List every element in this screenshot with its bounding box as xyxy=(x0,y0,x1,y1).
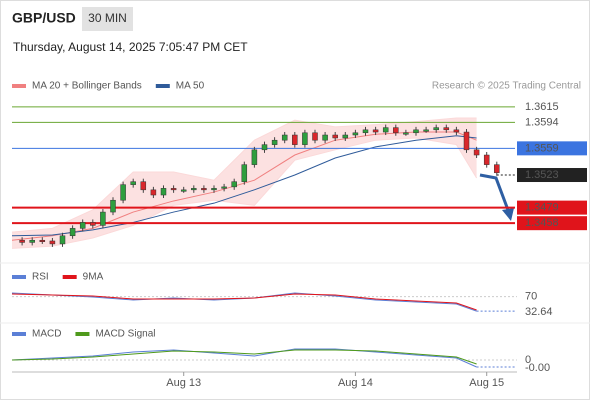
candle xyxy=(100,211,106,226)
forecast-arrowhead xyxy=(502,208,514,221)
legend-label: MA 50 xyxy=(176,81,205,92)
level-box xyxy=(517,141,587,156)
legend-label: 9MA xyxy=(83,272,104,283)
level-label: 1.3594 xyxy=(525,116,559,128)
interval-box xyxy=(82,7,133,31)
candle xyxy=(160,188,167,196)
credit: Research © 2025 Trading Central xyxy=(432,81,581,92)
bollinger-upper xyxy=(11,117,477,233)
indicator-line xyxy=(11,348,477,368)
candle xyxy=(69,228,76,237)
legend-swatch xyxy=(75,332,90,336)
candle xyxy=(292,134,298,145)
level-label: 1.3479 xyxy=(525,202,559,214)
level-box xyxy=(517,200,587,215)
candle xyxy=(19,239,25,243)
candle xyxy=(393,127,399,134)
candle xyxy=(403,132,409,135)
candle xyxy=(413,129,419,134)
legend-label: RSI xyxy=(32,272,49,283)
x-tick-label: Aug 15 xyxy=(469,377,504,389)
candle xyxy=(180,189,187,192)
legend-swatch xyxy=(12,275,26,279)
candle xyxy=(201,188,207,191)
candle xyxy=(362,129,369,134)
level-box xyxy=(517,168,587,183)
legend-swatch xyxy=(155,84,170,88)
level-box xyxy=(517,216,587,231)
indicator-line xyxy=(11,293,477,311)
bollinger-lower xyxy=(11,137,478,249)
candle xyxy=(231,181,237,188)
candle xyxy=(140,181,147,191)
candle xyxy=(453,129,460,133)
legend-swatch xyxy=(12,332,26,336)
candle xyxy=(342,134,349,139)
candle xyxy=(251,149,258,165)
candle xyxy=(423,129,429,132)
legend-swatch xyxy=(12,84,26,88)
candle xyxy=(473,149,480,156)
timestamp: Thursday, August 14, 2025 7:05:47 PM CET xyxy=(13,40,248,54)
candle xyxy=(433,127,439,131)
level-label: 1.3458 xyxy=(525,217,559,229)
candle xyxy=(483,154,490,165)
candle xyxy=(59,235,66,245)
symbol: GBP/USD xyxy=(12,10,76,26)
legend-label: MACD xyxy=(32,329,61,340)
candle xyxy=(352,132,359,136)
candle xyxy=(332,134,338,139)
legend-label: MA 20 + Bollinger Bands xyxy=(32,81,142,92)
x-tick-label: Aug 13 xyxy=(166,377,201,389)
candle xyxy=(322,134,328,141)
candle xyxy=(382,127,389,133)
last-value-label: -0.00 xyxy=(525,362,550,374)
ma-line xyxy=(11,135,477,237)
candle xyxy=(170,188,177,191)
y-tick-label: 0 xyxy=(525,354,531,366)
indicator-line xyxy=(11,349,477,365)
candle xyxy=(79,222,86,229)
candle xyxy=(150,189,157,196)
candle xyxy=(211,188,217,191)
candle xyxy=(372,129,379,133)
candle xyxy=(312,132,318,141)
candle xyxy=(302,132,308,145)
candle xyxy=(90,222,96,226)
y-tick-label: 70 xyxy=(525,291,537,303)
candle xyxy=(443,127,450,131)
level-label: 1.3559 xyxy=(525,142,559,154)
candle xyxy=(191,188,197,191)
last-value-label: 32.64 xyxy=(525,306,553,318)
interval: 30 MIN xyxy=(88,11,127,25)
legend-swatch xyxy=(62,275,77,279)
forecast-arrow xyxy=(479,173,510,211)
candle xyxy=(120,184,126,201)
x-tick-label: Aug 14 xyxy=(338,377,373,389)
candle xyxy=(221,186,227,189)
level-label: 1.3615 xyxy=(525,101,559,113)
candle xyxy=(49,240,56,245)
candle xyxy=(494,164,500,174)
candle xyxy=(241,164,248,182)
candle xyxy=(281,134,288,141)
candle xyxy=(110,199,116,213)
candle xyxy=(130,181,136,185)
candle xyxy=(271,139,278,145)
candle xyxy=(463,131,470,151)
legend-label: MACD Signal xyxy=(95,329,155,340)
candle xyxy=(261,144,268,151)
candle xyxy=(29,239,35,243)
level-label: 1.3523 xyxy=(525,169,559,181)
candle xyxy=(39,239,46,242)
